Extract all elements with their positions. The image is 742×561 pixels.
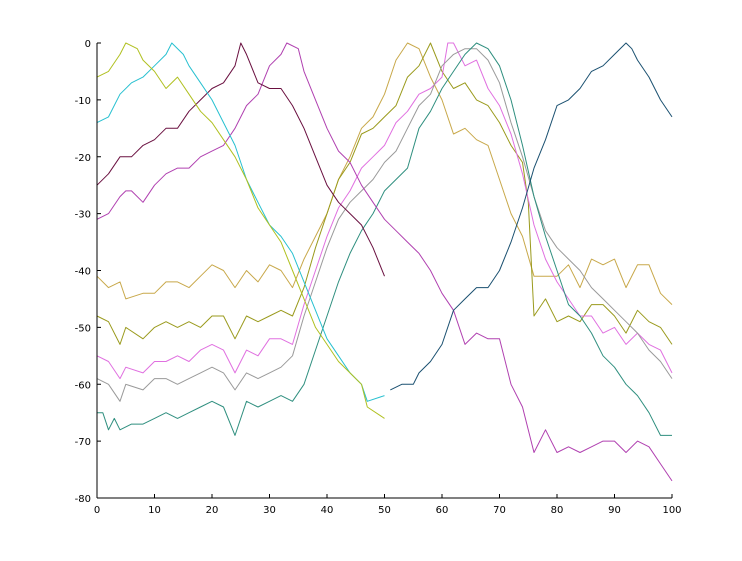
y-tick-label: -40 [75,267,91,278]
series-line-5 [97,42,672,436]
series-line-1 [96,42,673,305]
axes [96,43,672,499]
series-line-2 [96,42,673,345]
y-tick-label: -70 [75,437,91,448]
series-line-6 [96,42,673,482]
ticks: 0 10 20 30 40 50 60 70 80 90 100 0 -10 -20 -30 -40 -50 -6… [75,39,682,516]
x-tick-label: 100 [662,505,681,516]
x-tick-label: 10 [148,505,161,516]
y-tick-label: 0 [85,39,91,50]
x-tick-label: 80 [551,505,564,516]
series-line-8 [96,42,385,402]
x-tick-label: 20 [206,505,219,516]
series-line-7 [96,42,385,277]
series-line-3 [96,42,673,380]
y-tick-label: -30 [75,210,91,221]
x-tick-label: 60 [436,505,449,516]
y-tick-label: -50 [75,323,91,334]
series-layer [96,42,673,482]
x-tick-label: 70 [493,505,506,516]
y-tick-label: -10 [75,96,91,107]
x-tick-label: 30 [263,505,276,516]
y-tick-label: -80 [75,494,91,505]
x-tick-label: 50 [378,505,391,516]
x-tick-label: 40 [321,505,334,516]
series-line-4 [96,48,673,402]
series-line-10 [390,42,673,391]
x-tick-label: 90 [608,505,621,516]
y-tick-label: -60 [75,380,91,391]
series-line-9 [96,42,385,419]
y-tick-label: -20 [75,153,91,164]
x-tick-label: 0 [94,505,100,516]
